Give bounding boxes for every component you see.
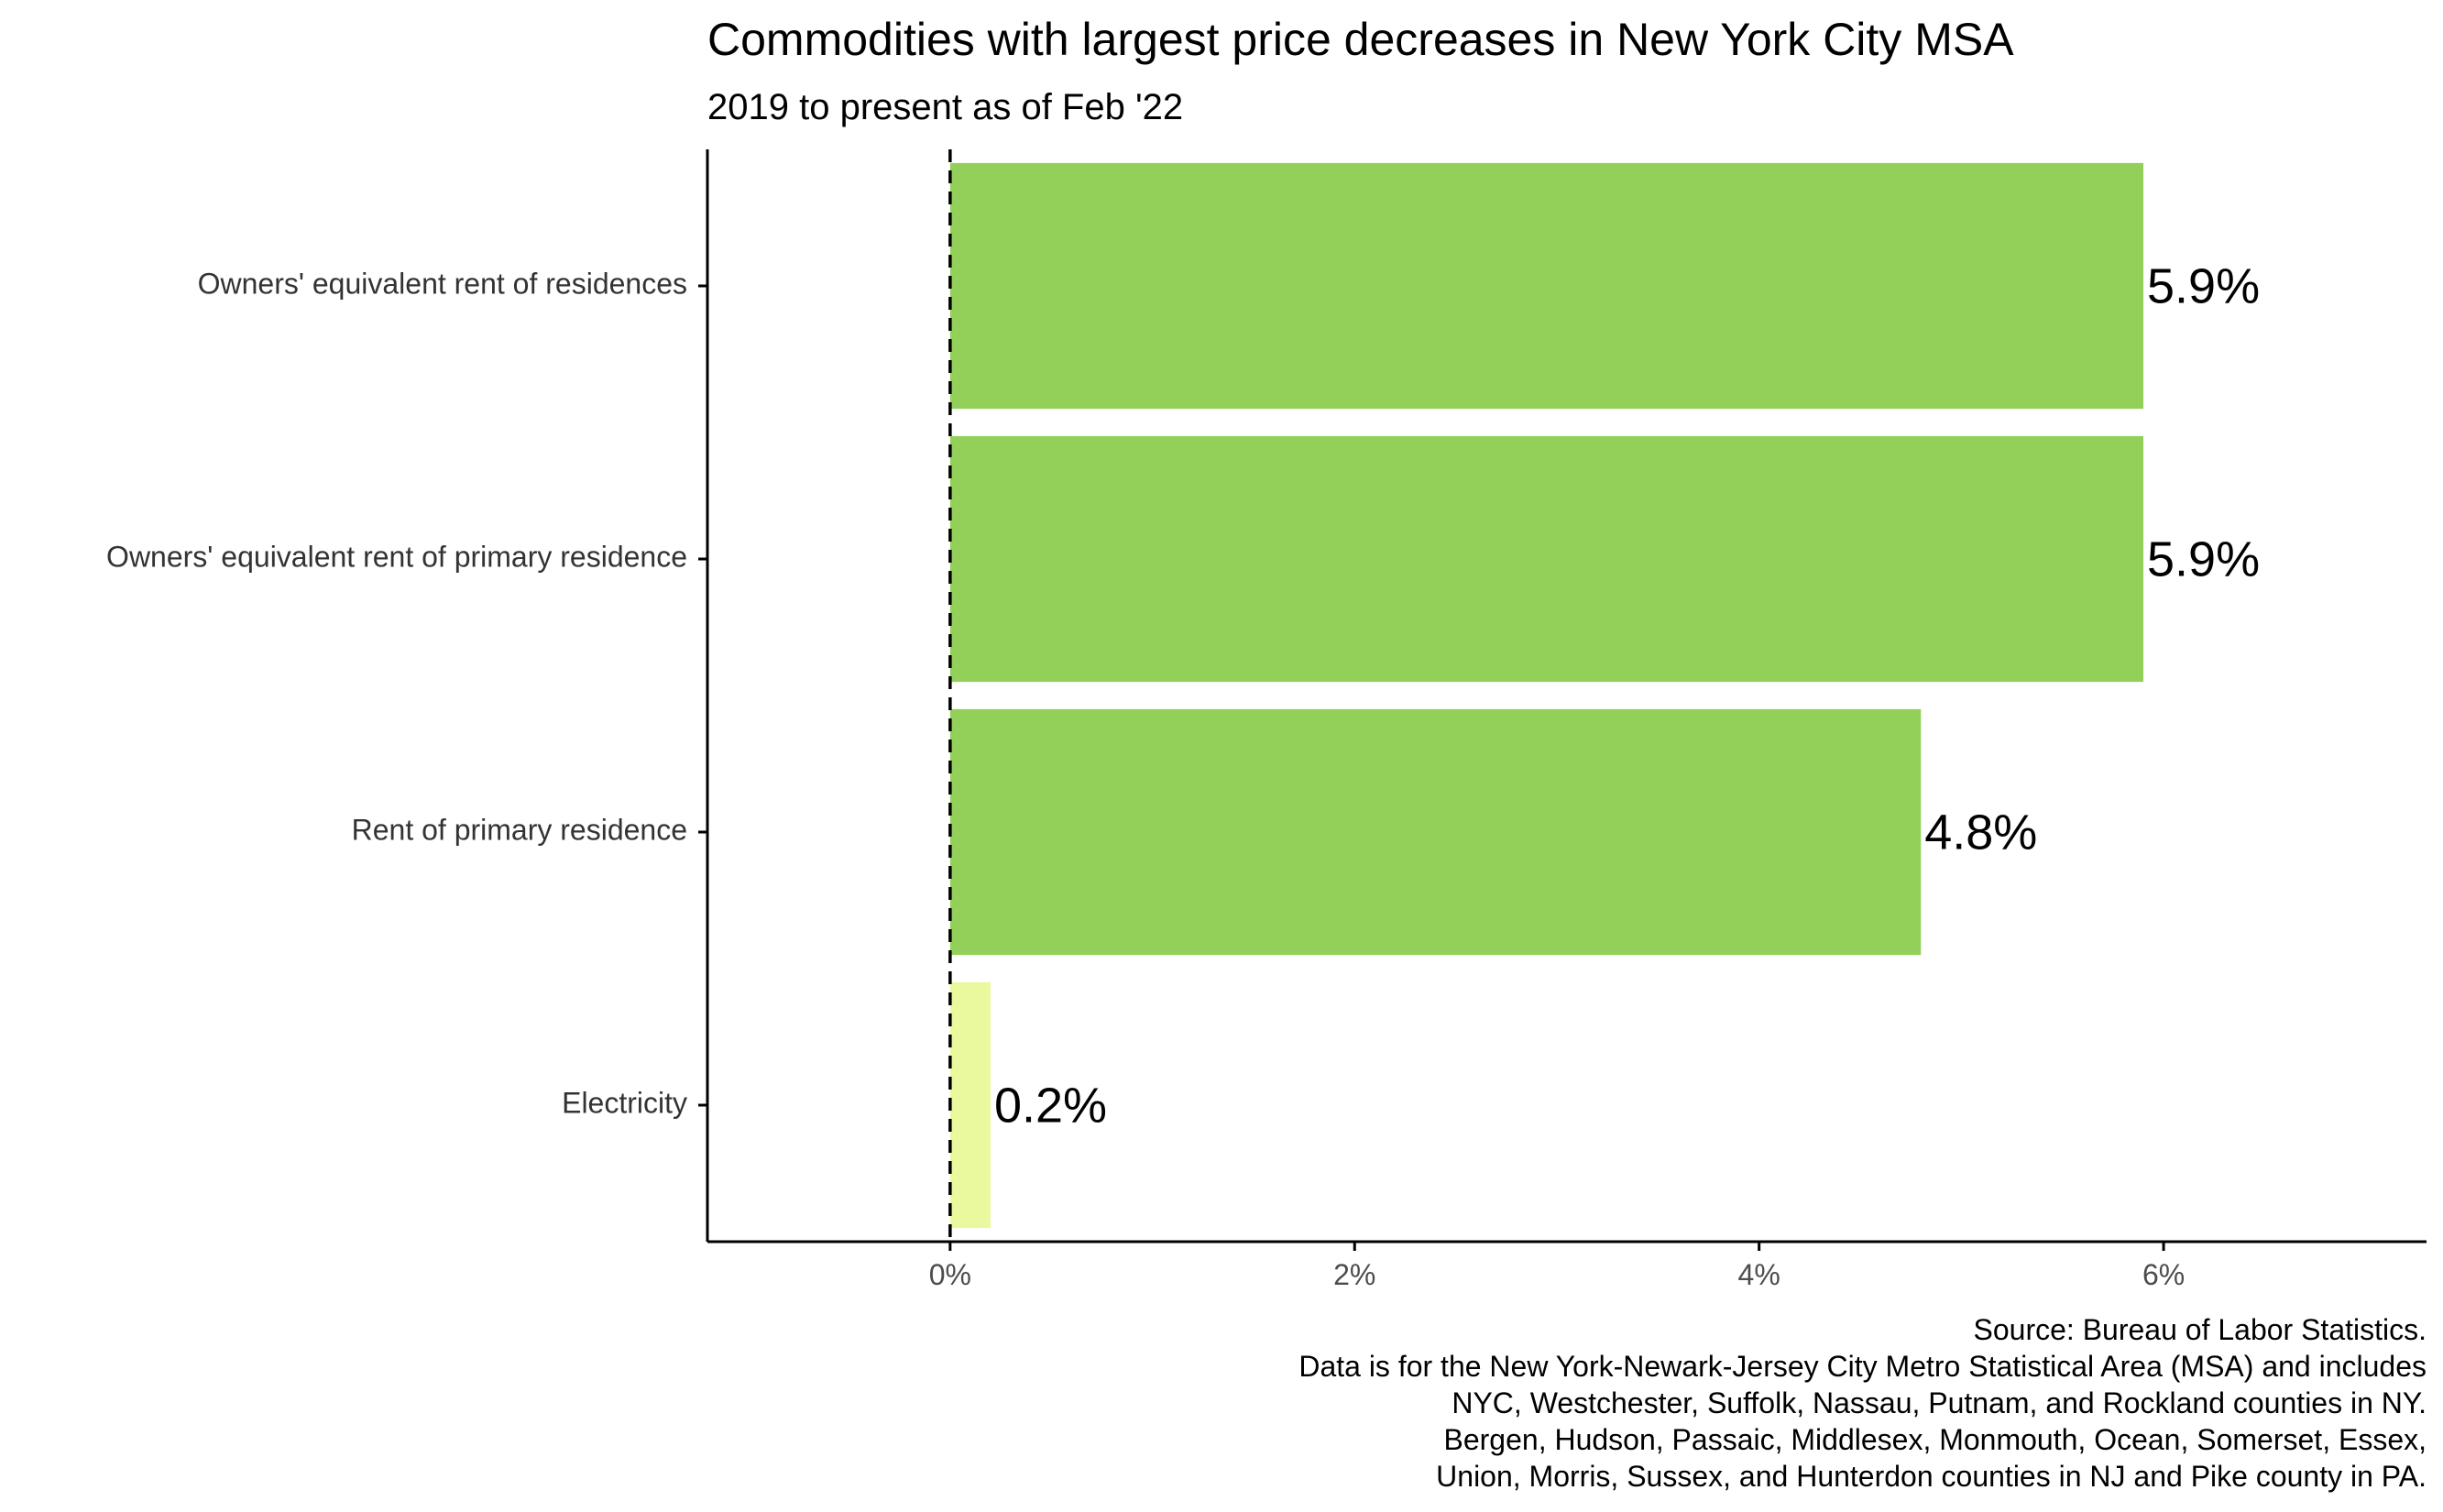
caption-line-3: Bergen, Hudson, Passaic, Middlesex, Monm…: [1444, 1423, 2427, 1456]
x-tick-label-1: 2%: [1333, 1258, 1375, 1291]
data-labels-layer: 5.9% 5.9% 4.8% 0.2%: [994, 258, 2260, 1133]
caption: Source: Bureau of Labor Statistics. Data …: [1298, 1313, 2427, 1493]
bar-2: [949, 708, 1922, 956]
x-tick-label-3: 6%: [2142, 1258, 2185, 1291]
category-label-2: Rent of primary residence: [352, 813, 687, 846]
bar-0: [949, 162, 2144, 410]
bars-layer: [949, 162, 2144, 1229]
caption-line-2: NYC, Westchester, Suffolk, Nassau, Putna…: [1452, 1386, 2427, 1419]
category-label-1: Owners' equivalent rent of primary resid…: [106, 540, 687, 573]
category-label-3: Electricity: [562, 1086, 687, 1119]
chart-subtitle: 2019 to present as of Feb '22: [707, 87, 1183, 127]
chart-title: Commodities with largest price decreases…: [707, 14, 2014, 65]
axes-layer: Owners' equivalent rent of residences Own…: [106, 149, 2427, 1291]
data-label-1: 5.9%: [2147, 531, 2260, 586]
caption-line-0: Source: Bureau of Labor Statistics.: [1974, 1313, 2427, 1346]
data-label-3: 0.2%: [994, 1078, 1107, 1133]
bar-1: [949, 435, 2144, 683]
x-tick-label-2: 4%: [1738, 1258, 1780, 1291]
x-tick-label-0: 0%: [929, 1258, 971, 1291]
caption-line-4: Union, Morris, Sussex, and Hunterdon cou…: [1436, 1460, 2427, 1493]
caption-line-1: Data is for the New York-Newark-Jersey C…: [1298, 1350, 2427, 1383]
bar-3: [949, 981, 991, 1229]
data-label-2: 4.8%: [1924, 805, 2037, 860]
data-label-0: 5.9%: [2147, 258, 2260, 313]
category-label-0: Owners' equivalent rent of residences: [198, 267, 687, 300]
